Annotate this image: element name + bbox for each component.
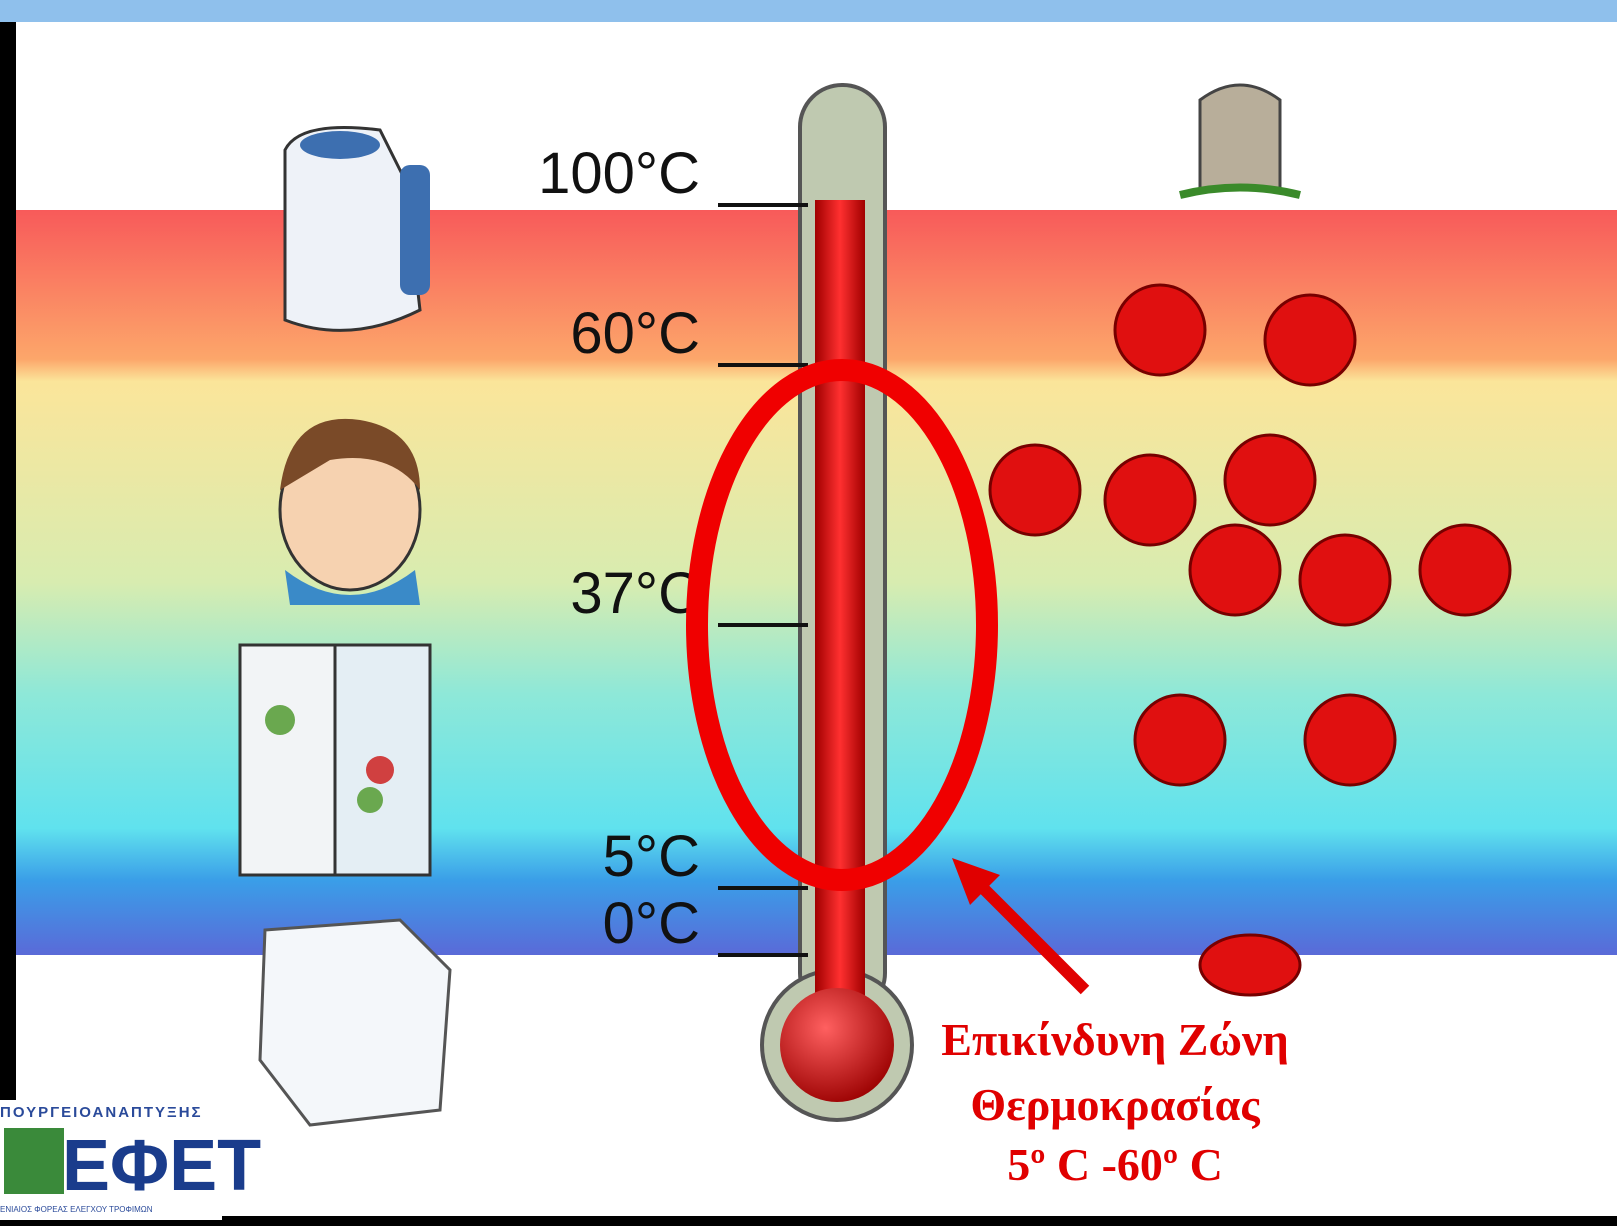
- frame-left: [0, 22, 16, 1112]
- annotation-line: Επικίνδυνη Ζώνη: [941, 1014, 1288, 1065]
- top-bar: [0, 0, 1617, 22]
- scale-label: 100°C: [538, 141, 700, 206]
- scale-label: 5°C: [603, 824, 700, 889]
- logo: ΠΟΥΡΓΕΙΟΑΝΑΠΤΥΞΗΣ ΕΦΕΤ ΕΝΙΑΙΟΣ ΦΟΡΕΑΣ ΕΛ…: [0, 1100, 261, 1220]
- annotation-line: 5º C -60º C: [1007, 1139, 1223, 1190]
- logo-ministry: ΠΟΥΡΓΕΙΟΑΝΑΠΤΥΞΗΣ: [0, 1104, 203, 1121]
- ice: [260, 920, 450, 1125]
- diagram: 100°C 60°C 37°C 5°C0°C Επικίνδυνη Ζώνη Θερμο…: [0, 0, 1617, 1226]
- frame-bottom: [0, 1216, 1617, 1226]
- logo-subtitle: ΕΝΙΑΙΟΣ ΦΟΡΕΑΣ ΕΛΕΓΧΟΥ ΤΡΟΦΙΜΩΝ: [0, 1205, 153, 1214]
- scale-label: 60°C: [570, 301, 700, 366]
- tombstone: [1180, 85, 1300, 195]
- annotation: Επικίνδυνη Ζώνη Θερμοκρασίας 5º C -60º C: [941, 1014, 1288, 1190]
- kettle: [285, 128, 430, 331]
- logo-name: ΕΦΕΤ: [62, 1126, 261, 1206]
- annotation-line: Θερμοκρασίας: [970, 1079, 1260, 1130]
- scale-label: 0°C: [603, 891, 700, 956]
- scale-label: 37°C: [570, 561, 700, 626]
- fridge: [240, 645, 430, 875]
